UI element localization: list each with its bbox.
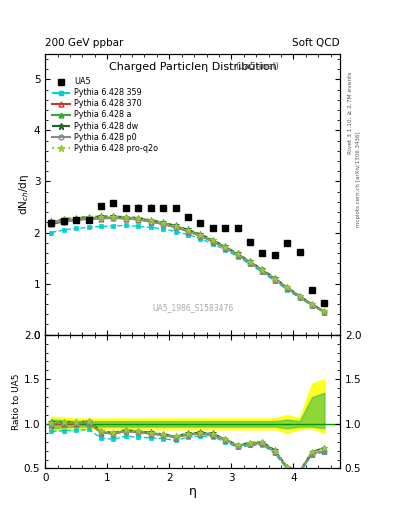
Text: (ua5-inel): (ua5-inel): [235, 62, 279, 71]
Text: Rivet 3.1.10, ≥ 2.7M events: Rivet 3.1.10, ≥ 2.7M events: [348, 71, 353, 154]
Text: UA5_1986_S1583476: UA5_1986_S1583476: [152, 303, 233, 312]
Text: Soft QCD: Soft QCD: [292, 38, 340, 48]
Text: Charged Particleη Distribution: Charged Particleη Distribution: [109, 62, 276, 72]
Text: 200 GeV ppbar: 200 GeV ppbar: [45, 38, 123, 48]
Y-axis label: dN$_{ch}$/dη: dN$_{ch}$/dη: [17, 174, 31, 215]
Legend: UA5, Pythia 6.428 359, Pythia 6.428 370, Pythia 6.428 a, Pythia 6.428 dw, Pythia: UA5, Pythia 6.428 359, Pythia 6.428 370,…: [52, 77, 158, 153]
Y-axis label: Ratio to UA5: Ratio to UA5: [12, 373, 21, 430]
X-axis label: η: η: [189, 485, 196, 498]
Text: mcplots.cern.ch [arXiv:1306.3436]: mcplots.cern.ch [arXiv:1306.3436]: [356, 132, 361, 227]
